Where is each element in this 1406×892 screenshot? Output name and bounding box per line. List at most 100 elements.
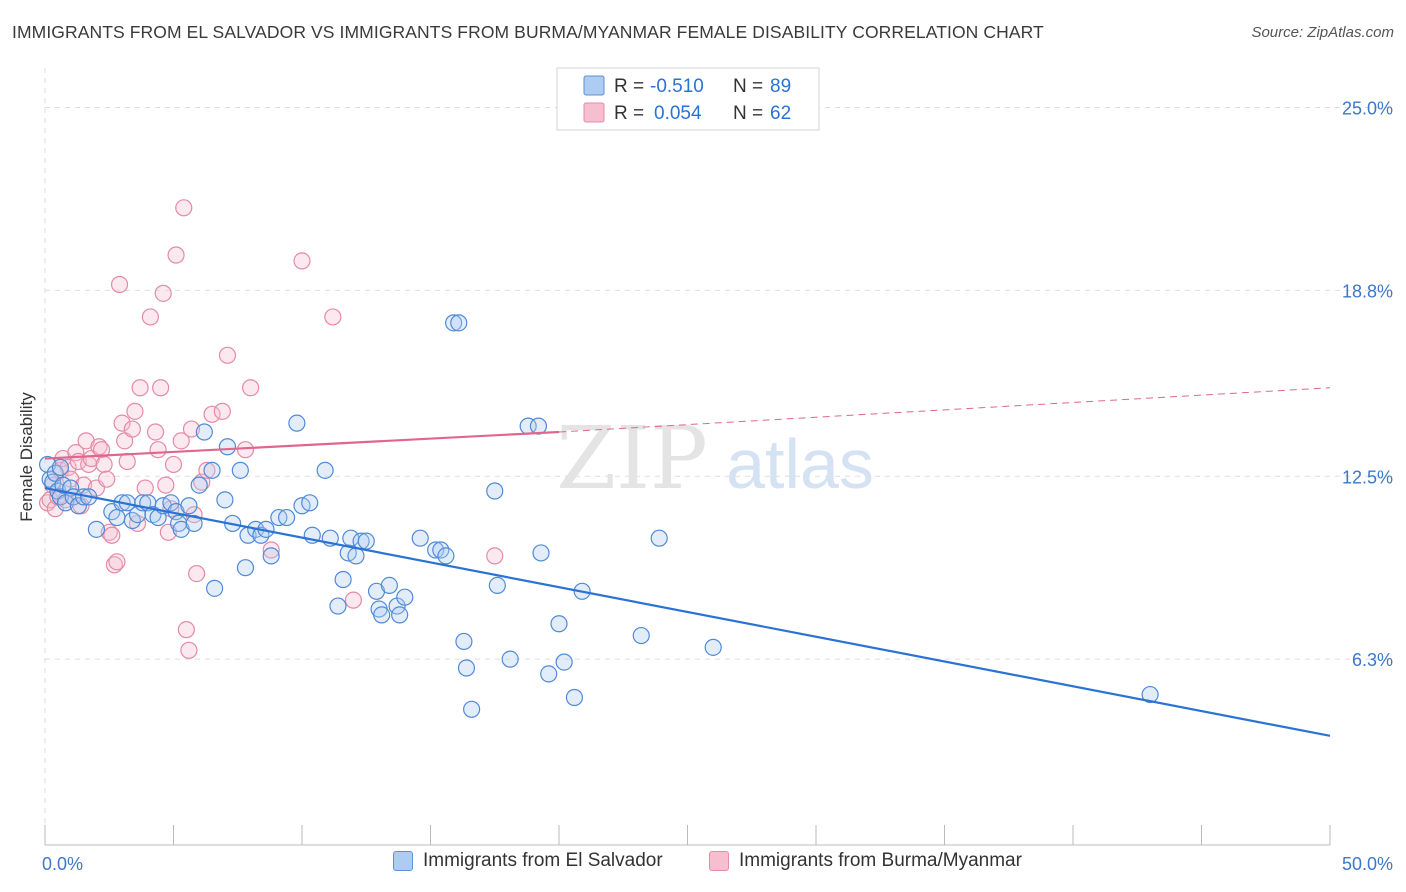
burma-point [236,441,255,459]
burma-point [105,556,123,574]
burma-point [100,523,118,541]
axes [44,825,1331,846]
el-salvador-point [380,576,398,595]
burma-point [198,461,216,479]
el-salvador-point [373,606,391,624]
el-salvador-point [180,497,198,515]
el-salvador-point [288,414,306,432]
el-salvador-point [334,570,352,589]
el-salvador-point [206,579,224,597]
burma-point [152,379,170,397]
el-salvador-point [329,597,347,615]
el-salvador-point [632,626,650,645]
el-salvador-point [540,665,558,683]
el-salvador-point [231,461,249,479]
burma-point [164,455,183,474]
burma-point [324,308,342,326]
burma-point [98,470,116,488]
tick-labels: 6.3% 12.5% 18.8% 25.0% 0.0% 50.0% [42,99,1393,875]
el-salvador-point [550,615,568,633]
trend-line-burma [44,430,560,460]
burma-point [103,526,121,544]
burma-point [262,541,280,559]
bottom-legend-label-burma: Immigrants from Burma/Myanmar [739,850,1022,871]
el-salvador-point [445,314,463,332]
el-salvador-point [236,559,255,577]
el-salvador-point [650,529,668,547]
burma-point [118,452,136,471]
legend: R = -0.510 N = 89 R = 0.054 N = 62 [556,67,820,131]
el-salvador-point [704,638,722,656]
burma-point [113,414,131,432]
bottom-legend-item-burma: Immigrants from Burma/Myanmar [709,850,1022,872]
el-salvador-point [450,314,468,332]
y-tick-label: 12.5% [1342,467,1393,487]
burma-point [182,420,201,438]
burma-point [203,405,221,423]
el-salvador-point [411,529,429,547]
burma-point [188,564,206,583]
el-salvador-point [51,458,70,476]
burma-point [128,514,147,533]
bottom-legend-swatch-pink [709,851,729,871]
legend-r-value-pink: 0.054 [654,103,702,124]
burma-point [146,423,165,441]
el-salvador-point [185,514,203,533]
legend-r-label-pink: R = [614,103,644,124]
burma-point [293,252,311,270]
watermark-zip: ZIP [556,409,708,509]
el-salvador-point [195,423,213,441]
burma-point [92,441,111,459]
legend-swatch-pink [583,102,605,123]
y-tick-label: 6.3% [1352,650,1393,670]
legend-n-label-pink: N = [733,103,763,124]
legend-r-value-blue: -0.510 [650,76,704,97]
burma-point [218,346,237,364]
el-salvador-point [277,508,296,527]
bottom-legend-label-el-salvador: Immigrants from El Salvador [423,850,663,871]
el-salvador-point [190,476,208,494]
x-tick-label: 50.0% [1342,854,1393,874]
bottom-legend-swatch-blue [393,851,413,871]
el-salvador-point [1141,685,1159,704]
el-salvador-point [347,547,365,565]
burma-point [123,420,141,438]
burma-point [110,275,129,294]
trend-line-burma-extension [558,387,1331,433]
trend-line-el-salvador [44,486,1331,737]
el-salvador-point [162,494,180,512]
el-salvador-point [396,588,414,606]
burma-point [180,641,198,659]
burma-point [136,479,154,497]
series-burma-points [38,199,504,659]
y-tick-label: 18.8% [1342,281,1393,301]
el-salvador-point [437,547,455,565]
el-salvador-point [486,482,504,500]
el-salvador-point [301,494,319,512]
burma-point [242,379,260,397]
burma-point [131,379,149,397]
el-salvador-point [216,491,234,509]
legend-n-label-blue: N = [733,76,763,97]
burma-point [157,476,175,494]
burma-point [177,621,195,639]
burma-point [175,199,193,217]
bottom-legend: Immigrants from El Salvador Immigrants f… [0,850,1406,880]
el-salvador-point [457,659,476,677]
burma-point [95,455,113,474]
watermark-atlas: atlas [726,425,874,503]
burma-point [172,432,190,450]
el-salvador-point [565,688,584,707]
burma-point [167,246,185,264]
source-label: Source: ZipAtlas.com [1251,24,1394,41]
el-salvador-point [316,461,334,479]
watermark: ZIP atlas [556,409,874,509]
burma-point [154,284,172,302]
el-salvador-point [463,700,481,718]
burma-point [149,441,167,459]
burma-point [126,402,144,420]
el-salvador-point [262,547,280,565]
legend-swatch-blue [583,75,605,96]
el-salvador-point [357,532,375,550]
